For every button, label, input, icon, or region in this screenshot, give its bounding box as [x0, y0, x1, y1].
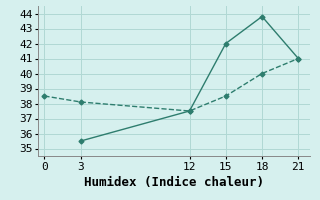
X-axis label: Humidex (Indice chaleur): Humidex (Indice chaleur) — [84, 176, 264, 189]
